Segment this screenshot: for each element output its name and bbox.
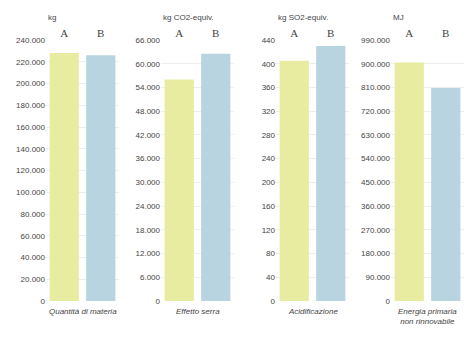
svg-text:160.000: 160.000 (16, 123, 45, 132)
svg-text:24.000: 24.000 (136, 202, 161, 211)
svg-text:20.000: 20.000 (21, 275, 46, 284)
svg-text:990.000: 990.000 (361, 36, 390, 45)
svg-text:66.000: 66.000 (136, 36, 161, 45)
svg-text:540.000: 540.000 (361, 154, 390, 163)
svg-text:180.000: 180.000 (16, 101, 45, 110)
svg-text:Acidificazione: Acidificazione (288, 307, 338, 316)
svg-text:B: B (442, 27, 449, 39)
svg-text:0: 0 (41, 297, 46, 306)
svg-text:6.000: 6.000 (140, 273, 161, 282)
svg-text:90.000: 90.000 (366, 273, 391, 282)
svg-text:54.000: 54.000 (136, 83, 161, 92)
svg-text:60.000: 60.000 (21, 232, 46, 241)
svg-text:42.000: 42.000 (136, 131, 161, 140)
svg-text:kg CO2-equiv.: kg CO2-equiv. (163, 13, 214, 22)
svg-text:720.000: 720.000 (361, 107, 390, 116)
svg-text:360: 360 (262, 83, 276, 92)
svg-text:A: A (290, 27, 298, 39)
svg-text:280: 280 (262, 131, 276, 140)
svg-text:48.000: 48.000 (136, 107, 161, 116)
svg-text:630.000: 630.000 (361, 131, 390, 140)
svg-text:220.000: 220.000 (16, 58, 45, 67)
svg-text:100.000: 100.000 (16, 188, 45, 197)
svg-text:360.000: 360.000 (361, 202, 390, 211)
svg-text:120: 120 (262, 226, 276, 235)
svg-text:200: 200 (262, 178, 276, 187)
svg-text:140.000: 140.000 (16, 145, 45, 154)
svg-text:160: 160 (262, 202, 276, 211)
svg-text:120.000: 120.000 (16, 166, 45, 175)
svg-text:30.000: 30.000 (136, 178, 161, 187)
svg-text:36.000: 36.000 (136, 154, 161, 163)
svg-text:Effetto serra: Effetto serra (176, 307, 220, 316)
svg-text:200.000: 200.000 (16, 79, 45, 88)
svg-text:240.000: 240.000 (16, 36, 45, 45)
svg-text:Quantità di materia: Quantità di materia (49, 307, 117, 316)
svg-text:80: 80 (266, 249, 275, 258)
svg-text:320: 320 (262, 107, 276, 116)
svg-text:450.000: 450.000 (361, 178, 390, 187)
svg-text:400: 400 (262, 60, 276, 69)
svg-text:B: B (212, 27, 219, 39)
svg-text:0: 0 (386, 297, 391, 306)
svg-text:240: 240 (262, 154, 276, 163)
svg-text:810.000: 810.000 (361, 83, 390, 92)
svg-text:A: A (60, 27, 68, 39)
svg-text:270.000: 270.000 (361, 226, 390, 235)
svg-text:kg: kg (48, 13, 56, 22)
svg-text:B: B (327, 27, 334, 39)
svg-text:kg SO2-equiv.: kg SO2-equiv. (278, 13, 328, 22)
svg-text:900.000: 900.000 (361, 60, 390, 69)
svg-text:440: 440 (262, 36, 276, 45)
svg-text:40: 40 (266, 273, 275, 282)
svg-text:0: 0 (271, 297, 276, 306)
svg-text:B: B (97, 27, 104, 39)
svg-text:12.000: 12.000 (136, 249, 161, 258)
svg-text:A: A (405, 27, 413, 39)
svg-text:MJ: MJ (393, 13, 404, 22)
svg-text:60.000: 60.000 (136, 60, 161, 69)
svg-text:80.000: 80.000 (21, 210, 46, 219)
svg-text:0: 0 (156, 297, 161, 306)
svg-text:18.000: 18.000 (136, 226, 161, 235)
svg-text:Energia primarianon rinnovabil: Energia primarianon rinnovabile (398, 307, 457, 326)
svg-text:180.000: 180.000 (361, 249, 390, 258)
svg-text:A: A (175, 27, 183, 39)
svg-text:40.000: 40.000 (21, 253, 46, 262)
